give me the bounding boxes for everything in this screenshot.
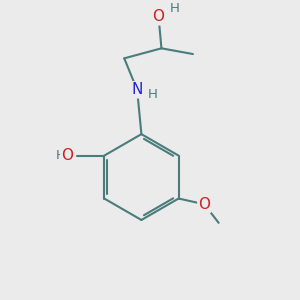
Text: N: N xyxy=(131,82,143,97)
Text: H: H xyxy=(56,149,66,162)
Text: O: O xyxy=(198,197,210,212)
Text: H: H xyxy=(148,88,158,100)
Text: O: O xyxy=(153,9,165,24)
Text: H: H xyxy=(169,2,179,15)
Text: O: O xyxy=(61,148,74,163)
